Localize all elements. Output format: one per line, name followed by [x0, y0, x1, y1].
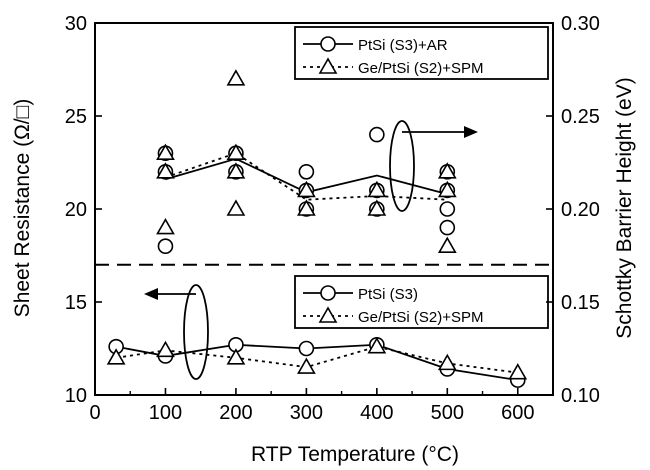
- legend-label: Ge/PtSi (S2)+SPM: [358, 309, 483, 326]
- data-point-triangle: [156, 162, 175, 179]
- annotation-layer: [144, 120, 478, 380]
- axes-layer: 0 100 200 300 400 500 600 10 15 20 25 30 0.10 0.15 0.2…: [65, 13, 600, 424]
- y-left-tick-label: 25: [65, 106, 87, 128]
- x-tick-label: 300: [290, 402, 323, 424]
- data-point-triangle: [226, 162, 246, 179]
- x-tick-label: 0: [89, 402, 100, 424]
- legend-marker-circle: [320, 36, 336, 52]
- x-tick-label: 400: [360, 402, 393, 424]
- legend-label: PtSi (S3): [358, 286, 418, 303]
- data-point-triangle: [437, 353, 457, 371]
- data-point-triangle: [156, 143, 175, 160]
- sheet-resistance-triangle-series-line: [116, 345, 518, 374]
- data-point-triangle: [437, 162, 457, 179]
- y-left-tick-label: 30: [65, 13, 87, 35]
- data-point-circle: [369, 126, 385, 143]
- y-right-tick-label: 0.30: [561, 13, 600, 35]
- legend-marker-triangle: [318, 57, 338, 74]
- annotation-arrow-head: [464, 126, 478, 138]
- data-point-triangle: [226, 69, 246, 86]
- legend-label: Ge/PtSi (S2)+SPM: [358, 60, 483, 77]
- data-point-triangle: [508, 363, 528, 380]
- series-layer: [106, 69, 528, 388]
- data-point-triangle: [226, 348, 246, 365]
- data-point-circle: [157, 238, 174, 254]
- legend-box: [294, 275, 549, 329]
- schottky-barrier-height-triangle-series-line: [165, 152, 448, 201]
- data-point-circle: [298, 164, 315, 180]
- legend-marker-triangle: [318, 306, 338, 323]
- data-point-triangle: [367, 180, 387, 198]
- x-tick-label: 200: [219, 402, 252, 424]
- data-point-circle: [439, 201, 456, 217]
- data-point-triangle: [437, 236, 457, 253]
- data-point-triangle: [297, 199, 316, 216]
- annotation-ellipse: [389, 120, 415, 212]
- data-point-triangle: [297, 357, 316, 374]
- y-right-tick-label: 0.15: [561, 292, 600, 314]
- y-axis-title-right: Schottky Barrier Height (eV): [613, 77, 636, 338]
- legend-label: PtSi (S3)+AR: [358, 37, 448, 54]
- data-point-circle: [439, 219, 456, 236]
- y-right-tick-label: 0.25: [561, 106, 600, 128]
- annotation-ellipse: [183, 284, 209, 380]
- x-tick-label: 500: [431, 402, 464, 424]
- data-point-triangle: [226, 199, 246, 216]
- data-point-triangle: [106, 348, 126, 365]
- data-point-triangle: [156, 217, 175, 235]
- data-point-circle: [298, 340, 315, 357]
- x-axis-title: RTP Temperature (°C): [251, 443, 459, 466]
- annotation-arrow-head: [144, 288, 158, 300]
- y-right-tick-label: 0.20: [561, 199, 600, 221]
- x-tick-label: 600: [501, 402, 534, 424]
- data-point-triangle: [367, 199, 387, 216]
- y-left-tick-label: 10: [65, 385, 87, 407]
- sheet-resistance-circle-series-line: [115, 343, 518, 382]
- y-left-tick-label: 15: [65, 292, 87, 314]
- data-point-triangle: [297, 180, 316, 198]
- data-point-triangle: [156, 340, 175, 358]
- legend-marker-circle: [320, 285, 336, 301]
- data-point-triangle: [367, 337, 387, 354]
- x-tick-label: 100: [149, 402, 182, 424]
- legend-layer: PtSi (S3)+AR Ge/PtSi (S2)+SPM PtSi (S3) Ge/…: [294, 26, 549, 329]
- y-axis-title-left: Sheet Resistance (Ω/□): [11, 99, 34, 318]
- data-point-triangle: [437, 180, 457, 198]
- y-left-tick-label: 20: [65, 199, 87, 221]
- y-right-tick-label: 0.10: [561, 385, 600, 407]
- data-point-triangle: [226, 143, 246, 160]
- legend-box: [294, 26, 549, 80]
